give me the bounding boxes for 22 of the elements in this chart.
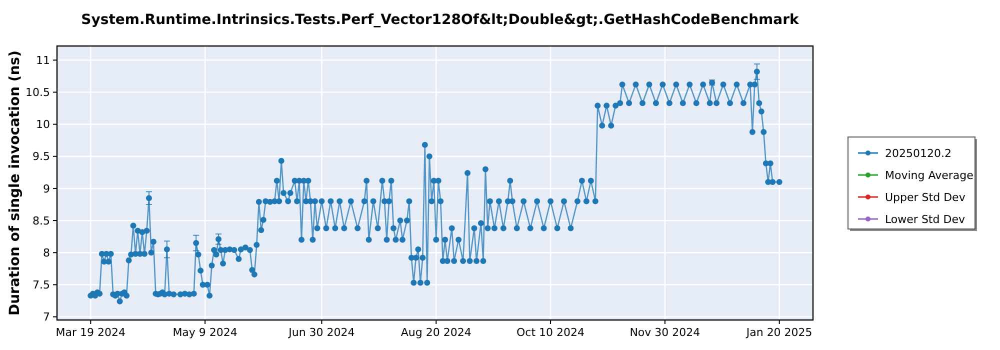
y-tick-label: 9.5 xyxy=(32,150,50,164)
x-tick-label: Jun 30 2024 xyxy=(288,326,355,339)
x-tick-label: Aug 20 2024 xyxy=(400,326,472,339)
legend-label: 20250120.2 xyxy=(885,146,952,160)
x-tick-label: Nov 30 2024 xyxy=(630,326,700,339)
y-tick-label: 10.5 xyxy=(26,86,50,100)
y-tick-label: 7 xyxy=(43,310,50,324)
x-tick-label: Jan 20 2025 xyxy=(745,326,812,339)
x-tick-label: May 9 2024 xyxy=(172,326,238,339)
y-tick-label: 11 xyxy=(36,54,50,67)
y-tick-label: 10 xyxy=(36,118,50,132)
x-tick-label: Oct 10 2024 xyxy=(516,326,585,339)
chart-title: System.Runtime.Intrinsics.Tests.Perf_Vector128Of&lt;Double&gt;.GetHashCodeBenchmark xyxy=(81,12,800,28)
legend-label: Moving Average xyxy=(885,168,974,182)
y-tick-label: 9 xyxy=(43,182,50,196)
y-tick-label: 8 xyxy=(43,246,50,260)
y-axis-title: Duration of single invocation (ns) xyxy=(7,50,23,316)
x-tick-label: Mar 19 2024 xyxy=(56,326,126,339)
legend-label: Upper Std Dev xyxy=(885,190,966,204)
legend-label: Lower Std Dev xyxy=(885,212,966,226)
y-tick-label: 7.5 xyxy=(32,278,50,292)
y-tick-label: 8.5 xyxy=(32,214,50,228)
